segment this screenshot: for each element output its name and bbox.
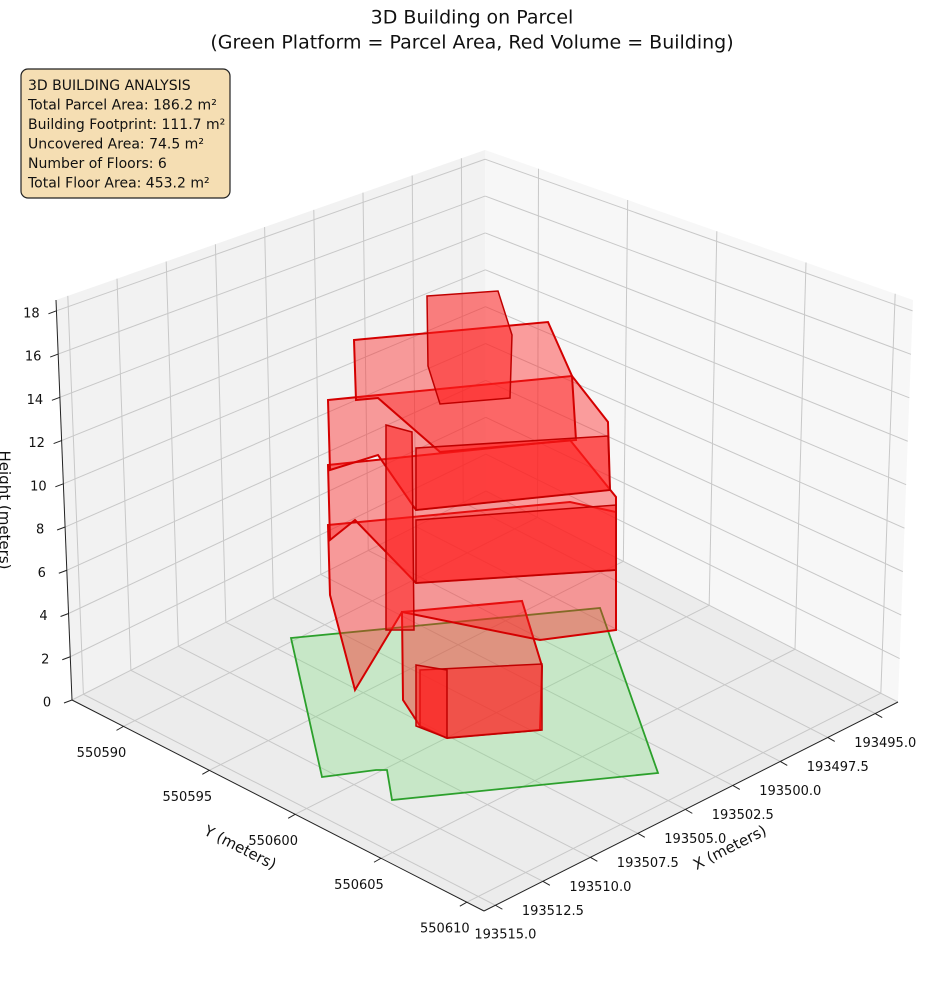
chart-subtitle: (Green Platform = Parcel Area, Red Volum… [210,32,733,54]
x-tick [637,832,646,838]
z-tick-label: 12 [28,436,45,451]
y-tick-label: 550610 [420,922,470,937]
x-tick-label: 193512.5 [522,904,584,919]
chart-title: 3D Building on Parcel [371,7,574,29]
x-tick [827,737,835,742]
y-tick [373,857,382,863]
x-tick-label: 193502.5 [712,808,774,823]
grid-line [59,232,486,398]
y-tick-label: 550590 [77,746,127,761]
axes: 193495.0 193497.5 193500.0 193502.5 193505.0… [23,299,916,943]
z-tick-label: 14 [27,393,44,408]
grid-line [66,379,486,571]
z-tick-label: 18 [23,306,40,321]
z-tick [55,483,64,488]
grid-line [485,269,908,442]
x-axis-label: X (meters) [690,821,769,873]
grid-line [61,269,486,442]
z-tick [48,310,57,315]
x-tick [590,856,598,862]
grid-line [794,262,807,650]
x-tick [685,808,693,814]
annotation-line: 3D BUILDING ANALYSIS [28,78,191,94]
x-tick-label: 193497.5 [807,760,869,775]
z-tick-label: 0 [43,696,51,711]
grid-line [313,209,322,575]
grid-line [484,195,912,355]
building [326,290,617,740]
grid-line [264,227,274,599]
grid-line [485,232,910,399]
z-tick [53,440,62,445]
y-axis [71,699,485,912]
z-axis-label: Height (meters) [0,451,14,570]
x-tick-label: 193515.0 [474,928,536,943]
grid-line [708,231,718,606]
z-axis [55,299,73,701]
left-pane [56,150,486,700]
x-tick [495,904,503,910]
grid-line [484,158,913,312]
y-tick-label: 550600 [248,834,298,849]
grid-line [56,158,486,312]
z-tick-label: 16 [25,350,42,365]
z-tick-label: 4 [39,609,47,624]
z-tick [51,396,61,401]
x-tick-label: 193507.5 [617,856,679,871]
annotation-line: Total Parcel Area: 186.2 m² [27,98,217,114]
grid-line [380,648,796,859]
x-tick [874,713,883,718]
x-tick-label: 193495.0 [854,736,916,751]
x-tick-label: 193510.0 [569,880,631,895]
z-tick-label: 2 [41,652,49,667]
grid-line [485,306,907,486]
grid-line [411,175,417,527]
annotation-line: Uncovered Area: 74.5 m² [28,137,204,153]
grid-line [880,293,896,694]
y-tick [202,769,210,775]
grid-line [466,692,882,903]
x-tick-label: 193505.0 [664,832,726,847]
grid-line [64,343,486,528]
annotation-line: Building Footprint: 111.7 m² [28,117,225,133]
annotation-box [20,68,231,199]
z-tick-label: 8 [36,523,44,538]
z-tick [63,699,73,704]
z-tick [62,656,71,661]
annotation-line: Total Floor Area: 453.2 m² [27,176,210,192]
grid-line [485,379,904,573]
y-tick [116,725,124,731]
annotation-line: Number of Floors: 6 [28,156,167,172]
y-tick-label: 550595 [163,790,213,805]
annotation: 3D BUILDING ANALYSIS Total Parcel Area: 1… [27,78,225,192]
z-tick [56,526,66,531]
y-tick-label: 550605 [334,878,384,893]
z-tick-label: 6 [38,566,46,581]
z-tick [58,569,67,574]
z-tick [49,353,59,358]
x-axis [483,701,899,912]
grid-line [362,192,369,551]
x-tick [732,784,741,790]
right-pane [485,150,913,702]
grid-line [178,645,591,858]
grid-line [368,549,781,762]
grid-line [622,199,629,562]
x-tick [780,761,788,766]
grid-line [485,343,905,529]
y-tick [459,901,468,907]
grid-line [63,306,486,485]
z-tick [60,613,69,617]
grid-line [83,693,496,906]
grid-line [165,261,179,647]
y-tick [287,813,296,819]
x-tick-label: 193500.0 [759,784,821,799]
grid-line [116,278,132,671]
z-tick-label: 10 [30,479,47,494]
grid-line [57,195,486,355]
grid-line [214,244,227,623]
x-tick [542,880,551,886]
grid-line [67,295,84,695]
